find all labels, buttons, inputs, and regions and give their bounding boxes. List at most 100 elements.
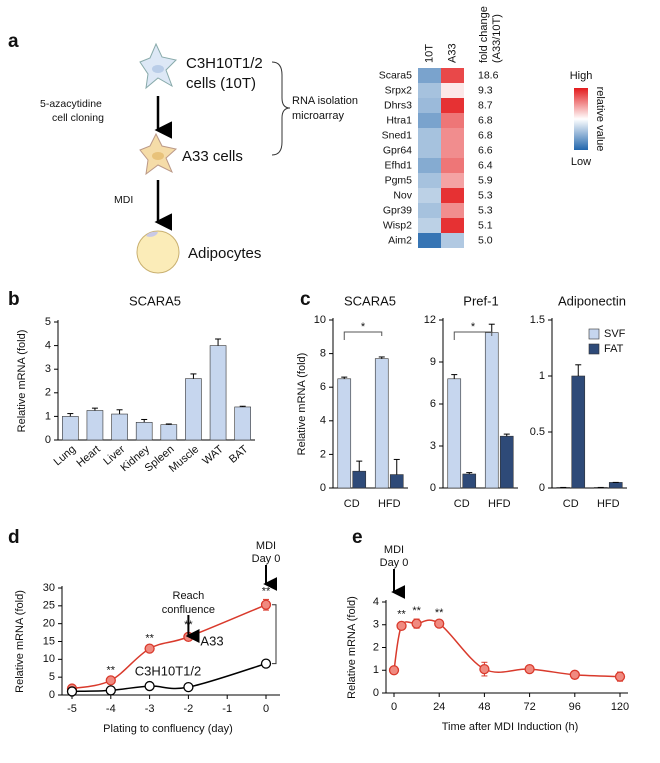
heatmap-cell — [441, 113, 464, 128]
row-label: Gpr39 — [383, 204, 412, 216]
cell-label: cells (10T) — [186, 75, 256, 92]
bar — [608, 482, 623, 489]
column-header: 10T — [423, 44, 435, 63]
marker — [434, 618, 445, 629]
bracket — [272, 604, 277, 665]
colorbar — [574, 88, 588, 150]
marker — [260, 599, 272, 610]
bar — [389, 474, 404, 489]
bar — [337, 378, 352, 489]
y-tick-label: 2 — [45, 387, 51, 399]
y-axis-label: Relative mRNA (fold) — [14, 590, 26, 693]
fold-change: 6.4 — [478, 159, 493, 171]
fold-change: 5.3 — [478, 189, 493, 201]
colorbar-title: relative value — [594, 87, 606, 152]
row-label: Nov — [393, 189, 412, 201]
row-label: Dhrs3 — [384, 99, 412, 111]
y-tick-label: 4 — [320, 415, 326, 427]
y-axis-label: Relative mRNA (fold) — [296, 353, 308, 456]
row-label: Efhd1 — [385, 159, 413, 171]
significance: ** — [107, 664, 116, 676]
y-tick-label: 2 — [373, 641, 379, 653]
adipocyte-icon — [136, 230, 180, 274]
marker — [569, 669, 580, 680]
cell-label: Adipocytes — [188, 245, 261, 262]
marker — [411, 618, 422, 629]
fold-change: 18.6 — [478, 69, 499, 81]
x-axis-label: Plating to confluency (day) — [103, 723, 233, 735]
bar — [62, 416, 79, 441]
nucleus — [146, 231, 158, 237]
y-tick-label: 3 — [45, 363, 51, 375]
significance: * — [471, 321, 476, 333]
x-tick-label: BAT — [227, 443, 251, 466]
bar — [86, 410, 104, 441]
fold-change: 5.1 — [478, 219, 493, 231]
series-line — [393, 619, 621, 678]
fold-change: 9.3 — [478, 84, 493, 96]
y-tick-label: 1 — [539, 370, 545, 382]
annotation: MDI — [256, 540, 276, 552]
bar — [209, 345, 227, 441]
y-tick-label: 15 — [43, 635, 55, 647]
x-tick-label: Lung — [52, 443, 78, 468]
row-label: Srpx2 — [385, 84, 413, 96]
heatmap-cell — [418, 203, 441, 218]
nucleus — [152, 65, 164, 73]
legend-label: FAT — [604, 343, 624, 355]
bar — [499, 435, 514, 489]
y-tick-label: 0.5 — [530, 426, 545, 438]
y-tick-label: 6 — [430, 398, 436, 410]
y-tick-label: 12 — [424, 314, 436, 326]
panel-label: c — [300, 289, 311, 310]
marker — [105, 675, 116, 686]
y-tick-label: 4 — [373, 596, 379, 608]
marker — [183, 682, 194, 693]
x-tick-label: HFD — [488, 498, 511, 510]
panel-label: d — [8, 527, 20, 548]
y-axis-label: Relative mRNA (fold) — [16, 330, 28, 433]
y-tick-label: 0 — [49, 689, 55, 701]
marker — [144, 643, 155, 654]
significance: * — [361, 321, 366, 333]
x-tick-label: 72 — [523, 701, 535, 713]
panel-label: a — [8, 31, 19, 52]
y-tick-label: 0 — [430, 482, 436, 494]
heatmap-cell — [418, 128, 441, 143]
y-tick-label: 1 — [373, 664, 379, 676]
y-tick-label: 4 — [45, 340, 51, 352]
y-tick-label: 0 — [539, 482, 545, 494]
fold-change: 5.3 — [478, 204, 493, 216]
x-tick-label: -3 — [145, 703, 155, 715]
fold-change: 6.6 — [478, 144, 493, 156]
significance: ** — [435, 607, 444, 619]
heatmap-cell — [441, 83, 464, 98]
heatmap-cell — [418, 218, 441, 233]
x-tick-label: 24 — [433, 701, 445, 713]
fold-change: 5.9 — [478, 174, 493, 186]
bar — [234, 406, 251, 441]
marker — [144, 680, 155, 692]
bar — [447, 378, 462, 489]
heatmap-cell — [418, 68, 441, 83]
marker — [66, 686, 78, 697]
heatmap-cell — [441, 98, 464, 113]
x-tick-label: Heart — [74, 443, 102, 469]
marker — [479, 663, 490, 675]
heatmap-cell — [441, 173, 464, 188]
series-label: C3H10T1/2 — [135, 663, 201, 678]
y-tick-label: 20 — [43, 618, 55, 630]
fold-change: 6.8 — [478, 129, 493, 141]
x-tick-label: HFD — [597, 498, 620, 510]
row-label: Sned1 — [382, 129, 413, 141]
y-tick-label: 2 — [320, 448, 326, 460]
cell-label: A33 cells — [182, 148, 243, 165]
x-tick-label: CD — [344, 498, 360, 510]
colorbar-label: High — [570, 70, 593, 82]
y-tick-label: 5 — [45, 316, 51, 328]
y-tick-label: 0 — [45, 434, 51, 446]
x-tick-label: 96 — [569, 701, 581, 713]
y-tick-label: 10 — [43, 653, 55, 665]
chart-title: SCARA5 — [344, 293, 396, 308]
series-label: A33 — [200, 633, 223, 648]
